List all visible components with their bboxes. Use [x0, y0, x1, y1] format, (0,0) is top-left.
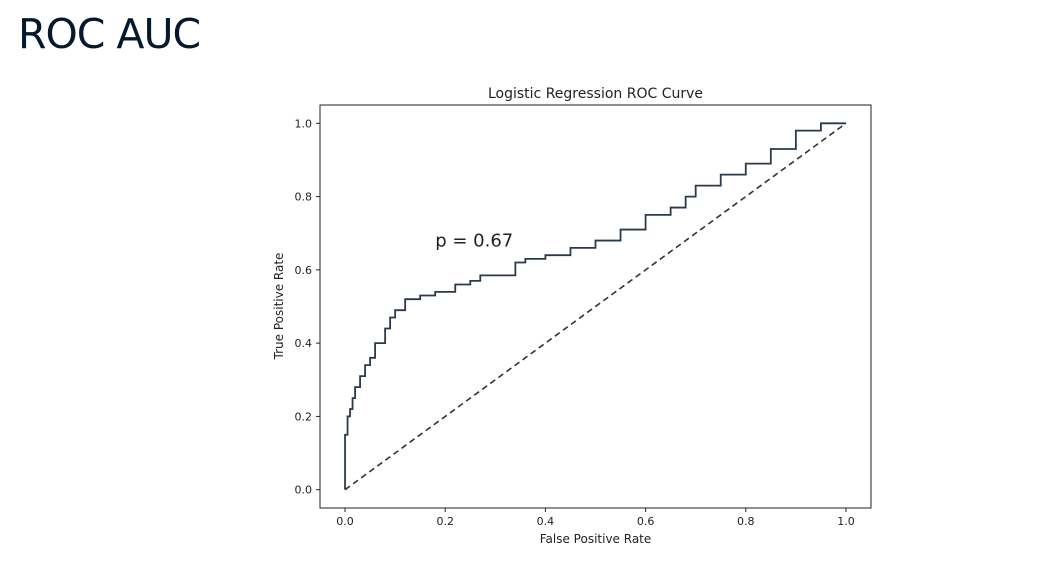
- y-axis-label: True Positive Rate: [272, 253, 286, 361]
- y-tick-label: 0.0: [295, 484, 313, 497]
- y-tick-label: 0.6: [295, 264, 313, 277]
- plot-frame: [319, 104, 872, 509]
- y-tick-label: 0.4: [295, 337, 313, 350]
- y-tick-label: 0.8: [295, 191, 313, 204]
- roc-curve-line: [344, 122, 846, 490]
- x-tick-label: 0.4: [537, 515, 555, 528]
- auc-annotation: p = 0.67: [435, 231, 513, 252]
- y-tick-label: 0.2: [295, 410, 313, 423]
- x-tick-label: 0.6: [637, 515, 655, 528]
- x-tick-label: 0.8: [737, 515, 755, 528]
- x-tick-label: 0.0: [336, 515, 354, 528]
- chart-title: Logistic Regression ROC Curve: [488, 86, 703, 102]
- chance-diagonal-line: [344, 122, 847, 491]
- x-tick-label: 0.2: [436, 515, 454, 528]
- x-axis-label: False Positive Rate: [540, 532, 652, 546]
- y-tick-label: 1.0: [295, 117, 313, 130]
- slide-title: ROC AUC: [18, 10, 201, 58]
- x-tick-label: 1.0: [837, 515, 855, 528]
